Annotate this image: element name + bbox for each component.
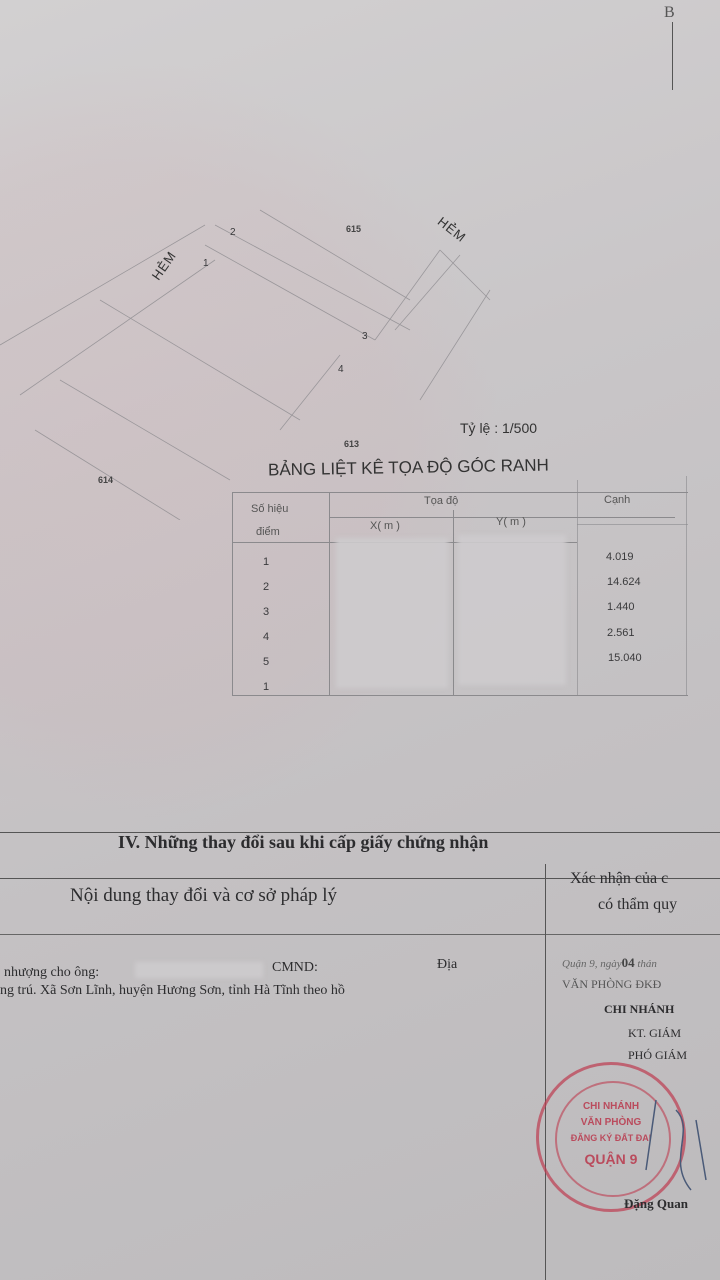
row-edge: 15.040 (608, 652, 642, 664)
divider (0, 934, 720, 935)
entry-address-label: Địa (437, 957, 458, 972)
entry-recipient: nhượng cho ông: (4, 965, 100, 980)
header-x: X( m ) (370, 520, 400, 532)
deputy-title: PHÓ GIÁM (628, 1048, 688, 1062)
confirm-day: 04 (621, 955, 635, 970)
row-edge: 1.440 (607, 601, 635, 613)
row-point: 1 (263, 556, 270, 568)
header-point-id-2: điểm (256, 526, 280, 538)
corner-mark: B (664, 4, 675, 21)
parcel-boundary (439, 249, 491, 301)
parcel-boundary (394, 254, 461, 331)
entry-id-label: CMND: (272, 960, 318, 975)
col-confirm-header: Xác nhận của c (570, 870, 669, 887)
alley-edge-line (19, 259, 216, 396)
stamp-text: CHI NHÁNH (582, 1101, 640, 1112)
kt-title: KT. GIÁM (628, 1026, 682, 1040)
point-label: 1 (203, 258, 209, 269)
stamp-text: VĂN PHÒNG (580, 1117, 642, 1128)
parcel-map (0, 209, 491, 520)
row-point: 3 (263, 606, 270, 618)
point-label: 3 (362, 331, 368, 342)
branch-name: CHI NHÁNH (604, 1002, 675, 1016)
alley-edge-line (0, 224, 206, 346)
office-name: VĂN PHÒNG ĐKĐ (562, 977, 662, 991)
parcel-boundary (419, 289, 491, 401)
parcel-boundary (374, 249, 441, 341)
parcel-boundary (34, 429, 181, 520)
parcel-number: 614 (98, 475, 114, 485)
header-edge: Cạnh (604, 494, 631, 506)
section-heading: IV. Những thay đổi sau khi cấp giấy chứn… (118, 832, 489, 852)
map-scale: Tỷ lệ : 1/500 (460, 420, 538, 436)
divider (0, 832, 720, 833)
header-y: Y( m ) (496, 516, 526, 528)
parcel-boundary (214, 224, 411, 331)
row-edge: 14.624 (607, 576, 641, 588)
signature (645, 1099, 707, 1191)
signer-name: Đặng Quan (624, 1196, 688, 1211)
row-edge: 4.019 (606, 551, 634, 563)
confirm-month: thán (637, 958, 657, 970)
stamp-text: QUẬN 9 (584, 1151, 638, 1167)
row-point: 5 (263, 656, 270, 668)
parcel-boundary (259, 209, 411, 301)
parcel-number: 613 (344, 439, 360, 449)
point-label: 2 (230, 227, 236, 238)
corner-line (672, 22, 673, 90)
col-confirm-header-2: có thẩm quy (598, 896, 678, 913)
point-label: 4 (338, 364, 344, 375)
redacted-name (135, 962, 263, 978)
header-coords: Tọa độ (424, 495, 459, 507)
parcel-boundary (279, 354, 341, 431)
row-point: 2 (263, 581, 270, 593)
parcel-boundary (59, 379, 231, 481)
header-point-id: Số hiệu (251, 503, 289, 515)
stamp-text: ĐĂNG KÝ ĐẤT ĐAI (570, 1133, 652, 1143)
official-stamp: CHI NHÁNH VĂN PHÒNG ĐĂNG KÝ ĐẤT ĐAI QUẬN… (536, 1062, 686, 1212)
confirm-date: Quận 9, ngày (562, 958, 622, 970)
redacted-y-values (458, 535, 566, 685)
column-divider (545, 864, 546, 1280)
col-content-header: Nội dung thay đổi và cơ sở pháp lý (70, 885, 338, 906)
parcel-boundary (99, 299, 301, 421)
divider (0, 878, 720, 879)
row-edge: 2.561 (607, 627, 635, 639)
parcel-number: 615 (346, 224, 362, 234)
entry-address: ng trú. Xã Sơn Lĩnh, huyện Hương Sơn, tỉ… (0, 983, 345, 998)
parcel-boundary (204, 244, 376, 341)
row-point: 1 (263, 681, 270, 693)
redacted-x-values (336, 538, 448, 688)
row-point: 4 (263, 631, 270, 643)
